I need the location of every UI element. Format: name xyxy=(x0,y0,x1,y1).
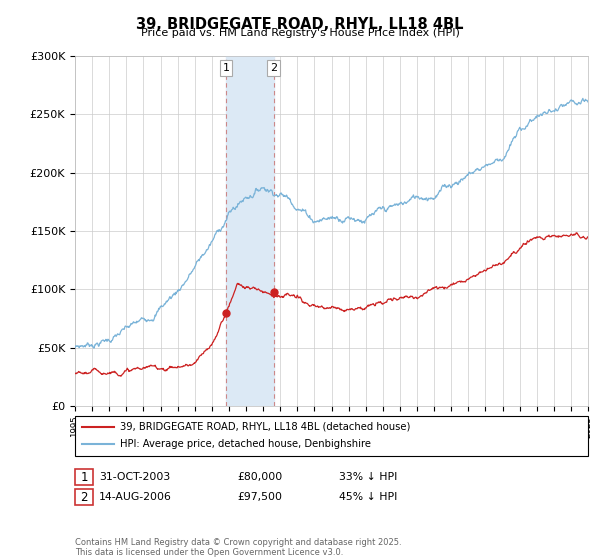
Text: 2: 2 xyxy=(80,491,88,504)
Text: £80,000: £80,000 xyxy=(237,472,282,482)
Text: 45% ↓ HPI: 45% ↓ HPI xyxy=(339,492,397,502)
Text: £97,500: £97,500 xyxy=(237,492,282,502)
Text: Contains HM Land Registry data © Crown copyright and database right 2025.
This d: Contains HM Land Registry data © Crown c… xyxy=(75,538,401,557)
Text: 14-AUG-2006: 14-AUG-2006 xyxy=(99,492,172,502)
Text: 39, BRIDGEGATE ROAD, RHYL, LL18 4BL (detached house): 39, BRIDGEGATE ROAD, RHYL, LL18 4BL (det… xyxy=(120,422,410,432)
Text: 1: 1 xyxy=(223,63,229,73)
Text: 31-OCT-2003: 31-OCT-2003 xyxy=(99,472,170,482)
Text: 1: 1 xyxy=(80,470,88,484)
Bar xyxy=(226,56,274,406)
Text: Price paid vs. HM Land Registry's House Price Index (HPI): Price paid vs. HM Land Registry's House … xyxy=(140,28,460,38)
Text: HPI: Average price, detached house, Denbighshire: HPI: Average price, detached house, Denb… xyxy=(120,439,371,449)
Text: 39, BRIDGEGATE ROAD, RHYL, LL18 4BL: 39, BRIDGEGATE ROAD, RHYL, LL18 4BL xyxy=(136,17,464,32)
Text: 33% ↓ HPI: 33% ↓ HPI xyxy=(339,472,397,482)
Text: 2: 2 xyxy=(270,63,277,73)
